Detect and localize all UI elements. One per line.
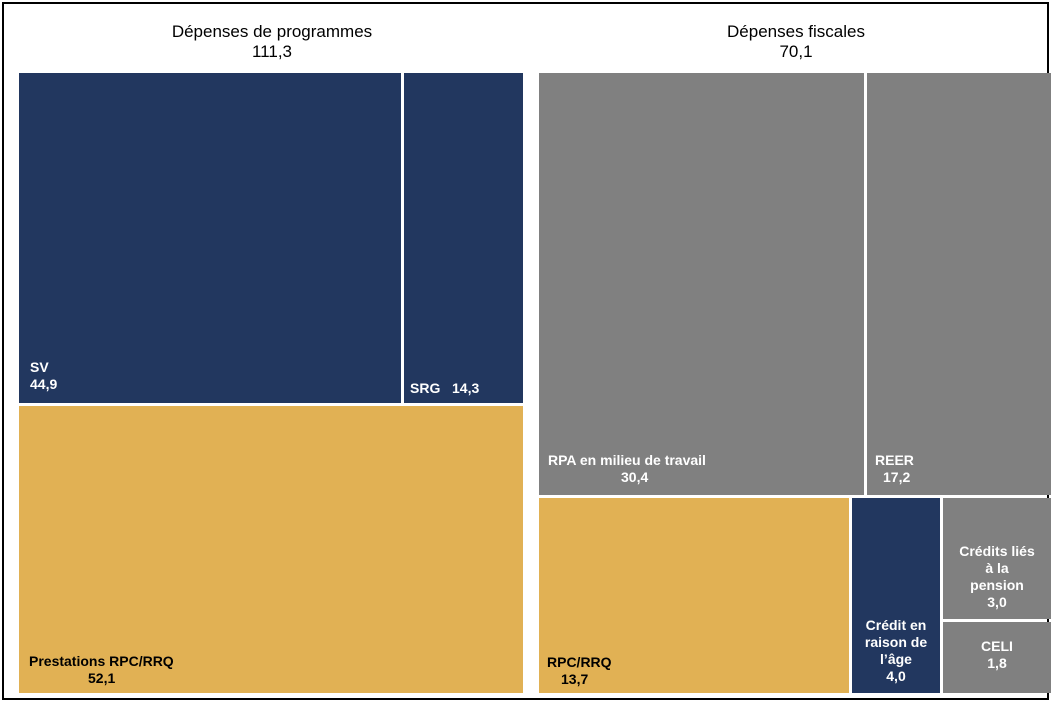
tile-credit-raison-age-value: 4,0	[886, 668, 906, 684]
tile-sv: SV 44,9	[19, 73, 401, 403]
tile-rpa-milieu-travail: RPA en milieu de travail 30,4	[539, 73, 864, 495]
tile-rpc-rrq-value: 13,7	[561, 671, 589, 687]
tile-credits-lies-pension-name-3: pension	[970, 577, 1024, 593]
tile-celi: CELI 1,8	[943, 622, 1051, 693]
tile-rpa-milieu-travail-name: RPA en milieu de travail	[548, 452, 706, 468]
group-title-programmes-total: 111,3	[251, 42, 293, 61]
group-title-programmes-name: Dépenses de programmes	[171, 22, 373, 41]
tile-reer-name: REER	[875, 452, 914, 468]
tile-srg-value: 14,3	[452, 380, 480, 396]
tile-sv-name: SV	[30, 359, 49, 375]
group-title-fiscales-total: 70,1	[779, 42, 813, 61]
tile-celi-value: 1,8	[987, 655, 1007, 671]
group-title-fiscales: Dépenses fiscales 70,1	[539, 22, 1053, 62]
tile-credit-raison-age-name-3: l’âge	[880, 651, 912, 667]
tile-reer-value: 17,2	[883, 469, 911, 485]
tile-celi-name: CELI	[981, 638, 1013, 654]
group-title-programmes: Dépenses de programmes 111,3	[21, 22, 523, 62]
group-title-fiscales-name: Dépenses fiscales	[727, 22, 865, 41]
tile-credits-lies-pension-name-1: Crédits liés	[959, 543, 1035, 559]
tile-reer: REER 17,2	[867, 73, 1051, 495]
tile-srg-name: SRG	[410, 380, 441, 396]
tile-credits-lies-pension-value: 3,0	[987, 594, 1007, 610]
tile-sv-value: 44,9	[30, 376, 58, 392]
tile-rpa-milieu-travail-value: 30,4	[621, 469, 649, 485]
tile-credit-raison-age-name-2: raison de	[864, 634, 928, 650]
tile-prestations-rpc-rrq: Prestations RPC/RRQ 52,1	[19, 406, 523, 693]
tile-credits-lies-pension-name-2: à la	[985, 560, 1009, 576]
tile-credit-raison-age: Crédit en raison de l’âge 4,0	[852, 498, 940, 693]
tile-prestations-rpc-rrq-value: 52,1	[88, 670, 116, 686]
tile-rpc-rrq: RPC/RRQ 13,7	[539, 498, 849, 693]
tile-rpc-rrq-name: RPC/RRQ	[547, 654, 612, 670]
tile-credit-raison-age-name-1: Crédit en	[865, 617, 927, 633]
tile-prestations-rpc-rrq-name: Prestations RPC/RRQ	[29, 653, 174, 669]
tile-credits-lies-pension: Crédits liés à la pension 3,0	[943, 498, 1051, 619]
tile-srg: SRG 14,3	[404, 73, 523, 403]
